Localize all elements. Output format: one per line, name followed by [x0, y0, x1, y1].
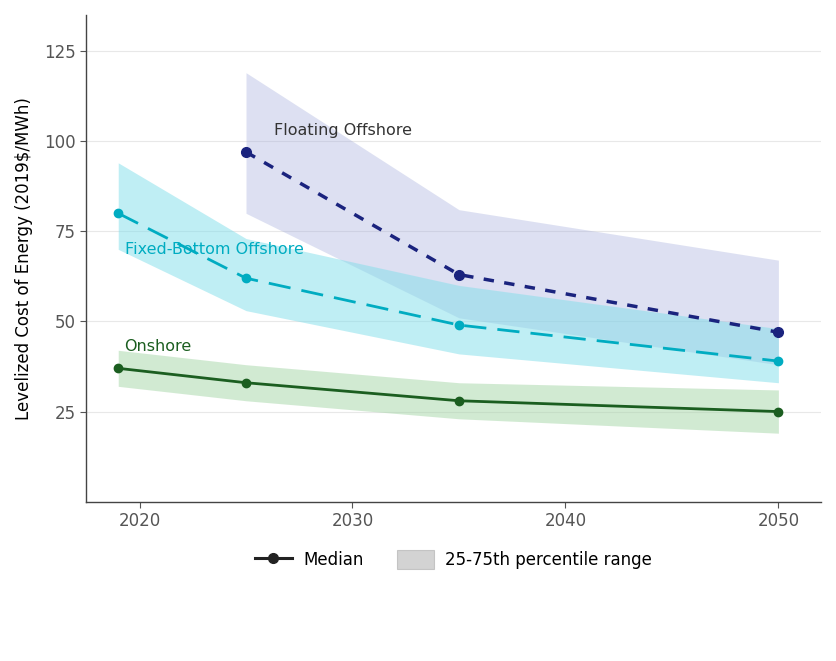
Text: Onshore: Onshore — [125, 339, 191, 354]
Text: Floating Offshore: Floating Offshore — [273, 122, 411, 137]
Legend: Median, 25-75th percentile range: Median, 25-75th percentile range — [248, 543, 659, 576]
Y-axis label: Levelized Cost of Energy (2019$/MWh): Levelized Cost of Energy (2019$/MWh) — [15, 97, 33, 420]
Text: Fixed-Bottom Offshore: Fixed-Bottom Offshore — [125, 241, 303, 256]
